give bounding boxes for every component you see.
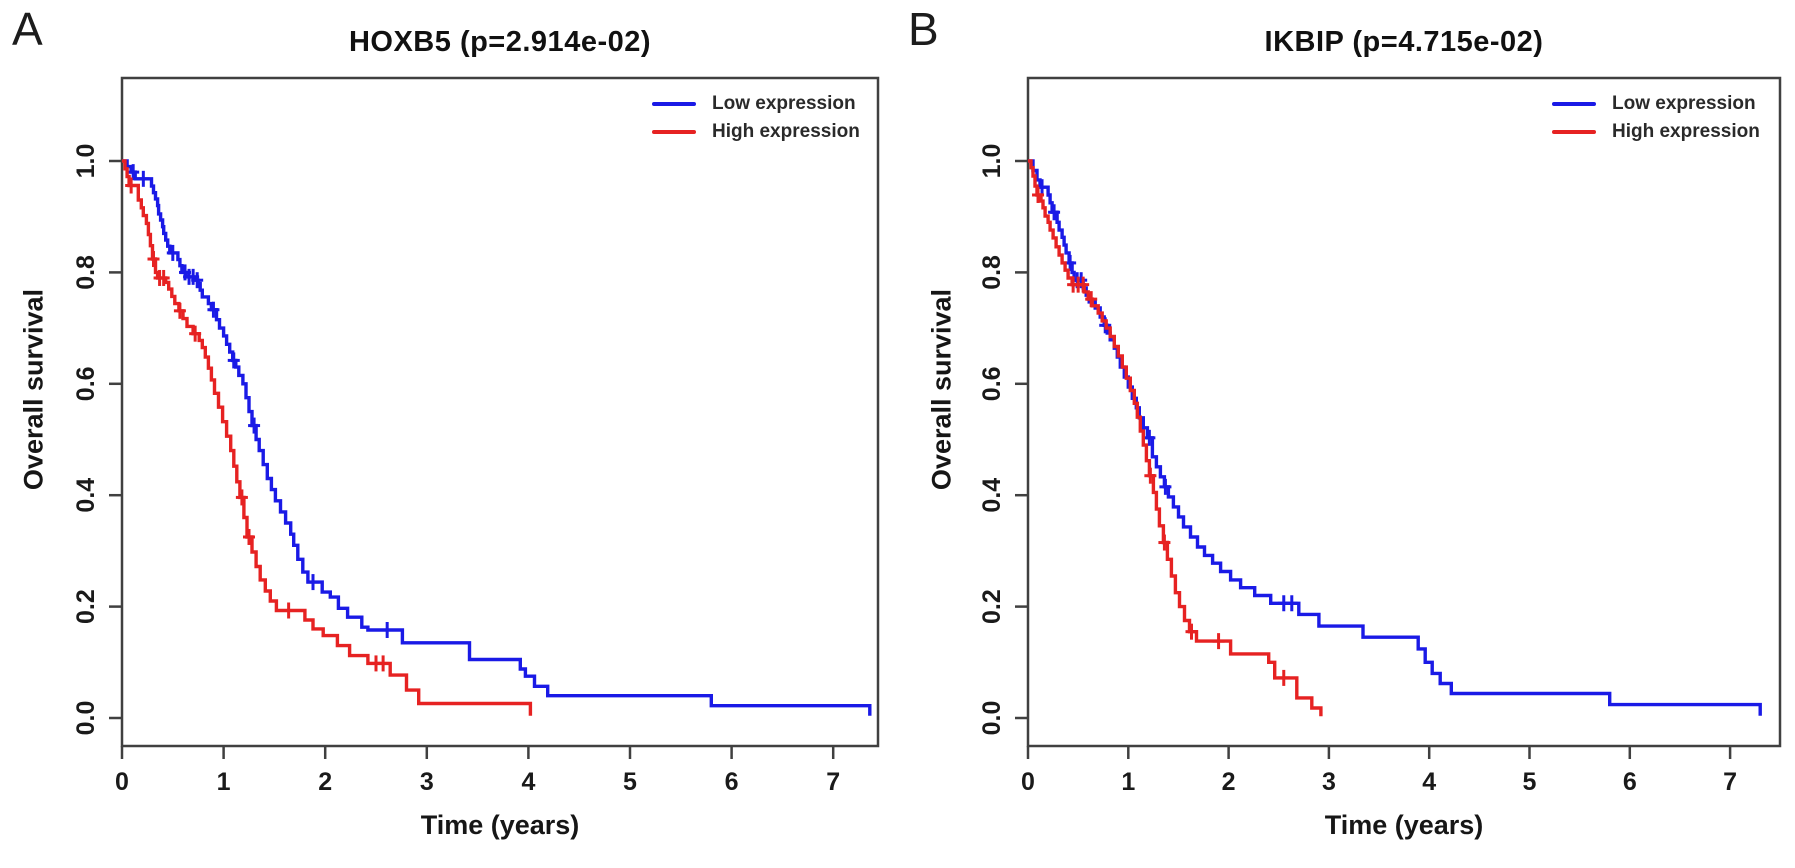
svg-text:2: 2 xyxy=(318,768,332,796)
svg-text:7: 7 xyxy=(826,768,840,796)
legend-item-high: High expression xyxy=(1552,118,1760,146)
svg-text:0.0: 0.0 xyxy=(72,701,100,736)
panel-b-legend: Low expression High expression xyxy=(1552,90,1760,146)
panel-b-title: IKBIP (p=4.715e-02) xyxy=(1264,26,1544,58)
svg-text:5: 5 xyxy=(623,768,637,796)
svg-text:0.4: 0.4 xyxy=(72,478,100,513)
legend-item-high: High expression xyxy=(652,118,860,146)
panel-letter-a: A xyxy=(12,3,43,55)
svg-text:0.2: 0.2 xyxy=(978,589,1006,624)
low-expression-line-icon xyxy=(652,102,696,106)
svg-text:6: 6 xyxy=(725,768,739,796)
svg-text:1.0: 1.0 xyxy=(978,144,1006,179)
svg-text:0.6: 0.6 xyxy=(978,366,1006,401)
legend-label-low: Low expression xyxy=(1612,93,1756,114)
svg-text:5: 5 xyxy=(1523,768,1537,796)
svg-text:1: 1 xyxy=(1121,768,1135,796)
svg-text:4: 4 xyxy=(521,768,535,796)
panel-b-y-axis-label: Overall survival xyxy=(926,288,957,491)
svg-text:0: 0 xyxy=(115,768,129,796)
legend-label-high: High expression xyxy=(712,121,860,142)
svg-text:1.0: 1.0 xyxy=(72,144,100,179)
panel-letter-b: B xyxy=(908,3,939,55)
legend-label-high: High expression xyxy=(1612,121,1760,142)
legend-item-low: Low expression xyxy=(1552,90,1760,118)
panel-a-x-axis-label: Time (years) xyxy=(420,810,580,840)
svg-text:6: 6 xyxy=(1623,768,1637,796)
svg-text:0.8: 0.8 xyxy=(978,255,1006,290)
svg-text:0.0: 0.0 xyxy=(978,701,1006,736)
svg-text:7: 7 xyxy=(1723,768,1737,796)
low-expression-line-icon xyxy=(1552,102,1596,106)
svg-text:1: 1 xyxy=(217,768,231,796)
legend-label-low: Low expression xyxy=(712,93,856,114)
svg-text:0.4: 0.4 xyxy=(978,478,1006,513)
panel-a-title: HOXB5 (p=2.914e-02) xyxy=(348,26,652,58)
high-expression-line-icon xyxy=(1552,130,1596,134)
svg-text:0: 0 xyxy=(1021,768,1035,796)
panel-a-y-axis-label: Overall survival xyxy=(18,288,49,491)
panel-b-x-axis-label: Time (years) xyxy=(1324,810,1484,840)
svg-text:2: 2 xyxy=(1222,768,1236,796)
svg-text:0.2: 0.2 xyxy=(72,589,100,624)
svg-text:0.8: 0.8 xyxy=(72,255,100,290)
svg-text:0.6: 0.6 xyxy=(72,366,100,401)
panel-a-legend: Low expression High expression xyxy=(652,90,860,146)
svg-text:4: 4 xyxy=(1422,768,1436,796)
high-expression-line-icon xyxy=(652,130,696,134)
svg-text:3: 3 xyxy=(420,768,434,796)
legend-item-low: Low expression xyxy=(652,90,860,118)
svg-text:3: 3 xyxy=(1322,768,1336,796)
